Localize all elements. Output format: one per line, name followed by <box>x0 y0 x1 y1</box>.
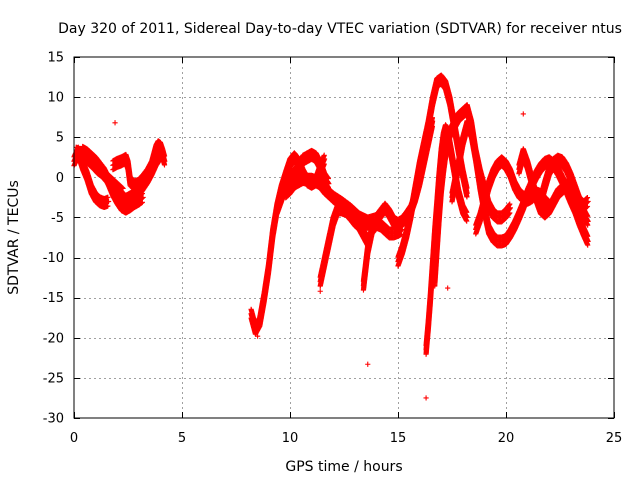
data-layer <box>71 72 591 401</box>
grid-layer <box>74 57 614 418</box>
data-point <box>105 198 112 204</box>
data-point <box>120 185 126 191</box>
data-point <box>119 185 126 191</box>
chart-title: Day 320 of 2011, Sidereal Day-to-day VTE… <box>58 21 622 37</box>
data-point <box>105 203 111 209</box>
data-point <box>105 194 111 200</box>
